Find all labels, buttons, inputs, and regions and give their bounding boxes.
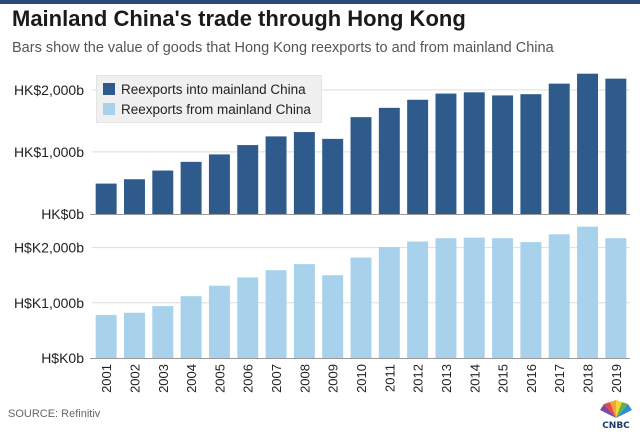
bar-into-2003 — [152, 170, 174, 214]
bar-from-2015 — [492, 238, 514, 358]
legend-label-from: Reexports from mainland China — [121, 101, 311, 117]
xtick-label: 2015 — [496, 364, 511, 393]
xtick-label: 2009 — [326, 364, 341, 393]
ytick-label-into: HK$1,000b — [14, 144, 84, 160]
bar-from-2005 — [208, 285, 230, 358]
bar-into-2008 — [293, 132, 315, 214]
xtick-label: 2003 — [156, 364, 171, 393]
bar-into-2005 — [208, 154, 230, 214]
bar-into-2013 — [435, 93, 457, 214]
bar-from-2004 — [180, 296, 202, 358]
xtick-label: 2002 — [127, 364, 142, 393]
bar-from-2008 — [293, 264, 315, 358]
chart-title: Mainland China's trade through Hong Kong — [12, 6, 466, 31]
xtick-label: 2019 — [609, 364, 624, 393]
bar-into-2018 — [577, 73, 599, 214]
legend: Reexports into mainland China Reexports … — [96, 75, 322, 123]
ytick-label-into: HK$2,000b — [14, 82, 84, 98]
bar-from-2003 — [152, 306, 174, 358]
ytick-label-into: HK$0b — [41, 206, 84, 222]
bar-from-2011 — [378, 247, 400, 358]
cnbc-logo: CNBC — [600, 400, 632, 430]
bar-into-2017 — [548, 83, 570, 214]
bar-from-2019 — [605, 238, 627, 358]
bar-into-2016 — [520, 94, 542, 214]
legend-item-into: Reexports into mainland China — [103, 79, 315, 99]
xtick-label: 2007 — [269, 364, 284, 393]
bar-from-2002 — [123, 312, 145, 358]
bar-into-2006 — [237, 145, 259, 214]
bar-into-2015 — [492, 95, 514, 214]
legend-swatch-from — [103, 103, 115, 115]
bar-from-2018 — [577, 226, 599, 358]
ytick-label-from: H$K0b — [41, 350, 84, 366]
xtick-label: 2005 — [212, 364, 227, 393]
xtick-label: 2004 — [184, 364, 199, 393]
bar-into-2001 — [95, 183, 117, 214]
bar-into-2010 — [350, 117, 372, 214]
bar-into-2012 — [407, 99, 429, 214]
bar-from-2014 — [463, 237, 485, 358]
bar-from-2017 — [548, 234, 570, 358]
xtick-label: 2008 — [297, 364, 312, 393]
xtick-label: 2006 — [241, 364, 256, 393]
xtick-label: 2001 — [99, 364, 114, 393]
ytick-label-from: H$K2,000b — [14, 240, 84, 256]
bar-into-2019 — [605, 78, 627, 215]
legend-swatch-into — [103, 83, 115, 95]
legend-label-into: Reexports into mainland China — [121, 81, 306, 97]
xtick-label: 2017 — [552, 364, 567, 393]
chart-subtitle: Bars show the value of goods that Hong K… — [12, 40, 554, 56]
xtick-label: 2013 — [439, 364, 454, 393]
peacock-icon — [600, 400, 632, 418]
bar-from-2007 — [265, 270, 287, 358]
xtick-label: 2018 — [581, 364, 596, 393]
bar-from-2012 — [407, 241, 429, 358]
bar-into-2011 — [378, 107, 400, 214]
top-accent-bar — [0, 0, 640, 4]
xtick-label: 2016 — [524, 364, 539, 393]
xtick-label: 2012 — [411, 364, 426, 393]
bar-into-2007 — [265, 136, 287, 214]
bar-into-2014 — [463, 92, 485, 214]
xtick-label: 2014 — [467, 364, 482, 393]
legend-item-from: Reexports from mainland China — [103, 99, 315, 119]
bar-into-2009 — [322, 138, 344, 214]
bar-from-2009 — [322, 275, 344, 358]
bar-into-2004 — [180, 161, 202, 214]
bar-into-2002 — [123, 179, 145, 214]
ytick-label-from: H$K1,000b — [14, 295, 84, 311]
xtick-label: 2011 — [382, 364, 397, 392]
xtick-label: 2010 — [354, 364, 369, 393]
bar-from-2013 — [435, 238, 457, 358]
bar-from-2016 — [520, 242, 542, 358]
source-note: SOURCE: Refinitiv — [8, 408, 101, 420]
logo-wordmark: CNBC — [602, 421, 630, 430]
bar-from-2006 — [237, 277, 259, 358]
bar-from-2010 — [350, 257, 372, 358]
bar-from-2001 — [95, 314, 117, 358]
